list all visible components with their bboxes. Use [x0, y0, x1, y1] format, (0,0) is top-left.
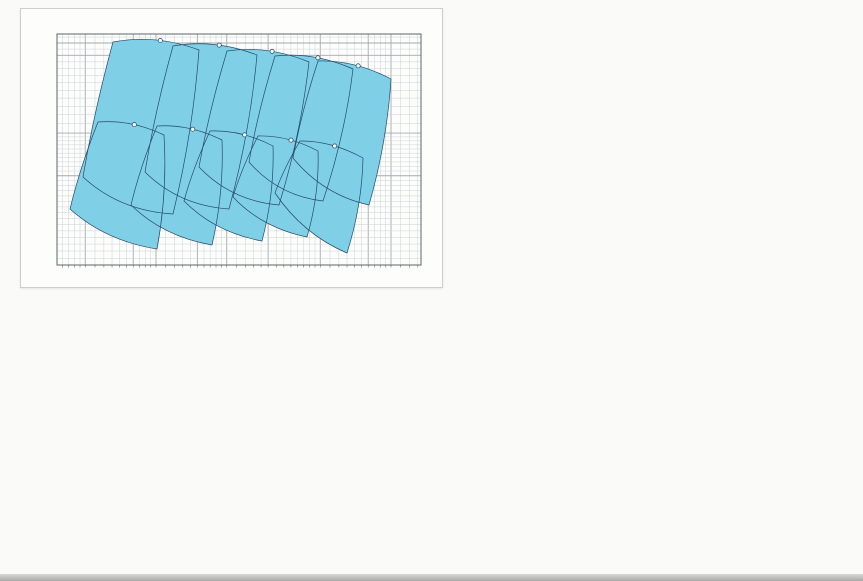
- pump-envelope-outline-HXK400-S2: [130, 125, 223, 246]
- curve-junction-marker: [157, 37, 163, 43]
- pump-envelope-outline-HXK400-S6: [292, 60, 392, 206]
- curve-junction-marker: [190, 126, 196, 132]
- pump-envelope-outline-HXK400-S1: [82, 38, 200, 215]
- pump-envelope-outline-HXK400-S3: [183, 130, 274, 242]
- curve-junction-marker: [242, 132, 248, 138]
- plot-border: [56, 33, 422, 266]
- pump-envelope-fill-HXK400-S6: [275, 140, 363, 253]
- pump-envelope-outline-HXK400-S4: [232, 135, 319, 238]
- pump-envelope-outline-HXK400-S4: [248, 54, 354, 202]
- pump-curve-chart-tl: [56, 33, 422, 268]
- photo-edge-strip: [0, 574, 863, 581]
- curve-junction-marker: [131, 122, 137, 128]
- pump-envelope-outline-HXK400-S3: [198, 49, 310, 206]
- pump-envelope-outline-HXK400-S1: [69, 121, 166, 250]
- pump-envelope-outline-HXK400-S6: [274, 140, 364, 254]
- curve-junction-marker: [332, 143, 338, 149]
- pump-envelope-outline-HXK400-S2: [144, 43, 258, 210]
- curve-junction-marker: [216, 42, 222, 48]
- curve-junction-marker: [288, 137, 294, 143]
- chart-panel-tl: [20, 8, 443, 288]
- curve-junction-marker: [355, 63, 361, 69]
- curve-junction-marker: [269, 48, 275, 54]
- curve-junction-marker: [315, 55, 321, 61]
- pump-envelope-fill-HXK400-S1: [70, 121, 165, 249]
- envelope-layer: [69, 37, 392, 254]
